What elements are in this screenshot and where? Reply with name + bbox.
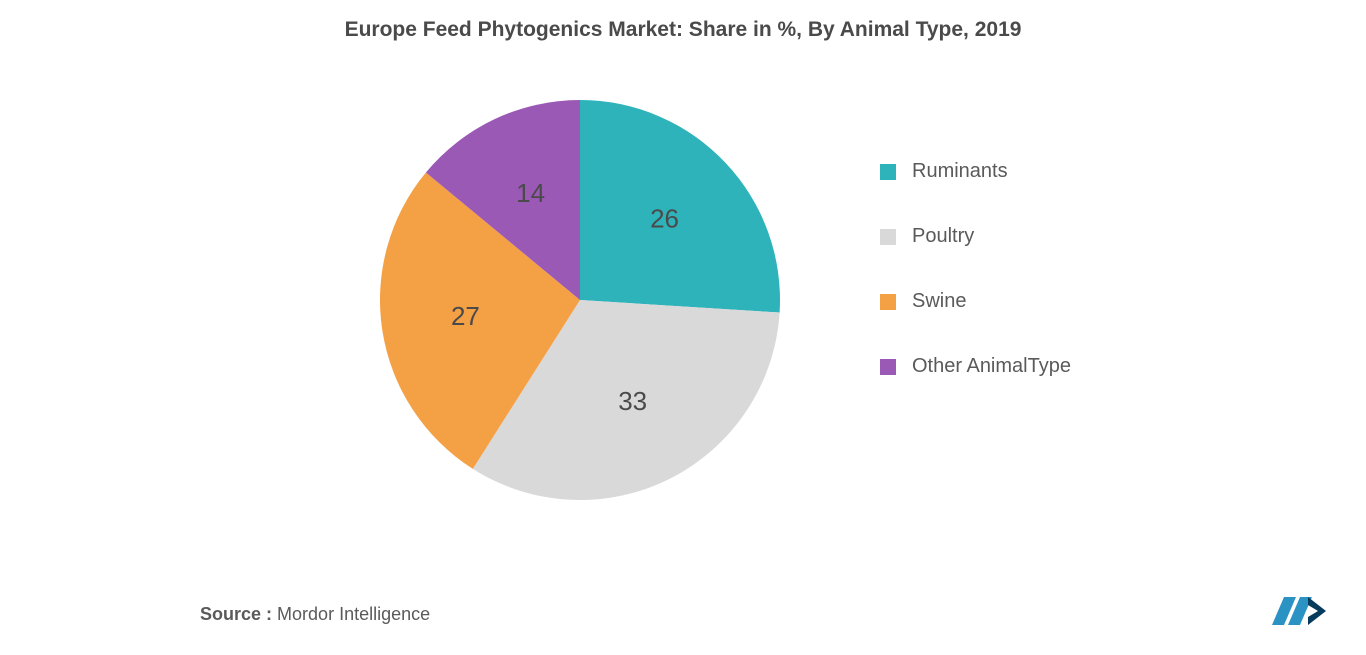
source-attribution: Source : Mordor Intelligence [200, 604, 430, 625]
legend-item: Other AnimalType [880, 355, 1071, 378]
source-label: Source : [200, 604, 272, 624]
legend-item: Poultry [880, 225, 1071, 248]
pie-slice [580, 100, 780, 313]
chart-title: Europe Feed Phytogenics Market: Share in… [0, 18, 1366, 42]
slice-value-label: 26 [650, 203, 679, 233]
legend-item: Ruminants [880, 160, 1071, 183]
legend-label: Swine [912, 290, 966, 313]
legend-swatch [880, 359, 896, 375]
logo-chevron-icon [1308, 597, 1326, 625]
legend-label: Ruminants [912, 160, 1008, 183]
brand-logo [1268, 589, 1338, 633]
legend-label: Other AnimalType [912, 355, 1071, 378]
slice-value-label: 14 [516, 178, 545, 208]
legend-label: Poultry [912, 225, 974, 248]
legend: Ruminants Poultry Swine Other AnimalType [880, 160, 1071, 420]
legend-swatch [880, 229, 896, 245]
slice-value-label: 27 [451, 301, 480, 331]
legend-swatch [880, 164, 896, 180]
legend-item: Swine [880, 290, 1071, 313]
slice-value-label: 33 [618, 386, 647, 416]
legend-swatch [880, 294, 896, 310]
source-value: Mordor Intelligence [277, 604, 430, 624]
pie-chart: 26 33 27 14 [370, 90, 790, 510]
